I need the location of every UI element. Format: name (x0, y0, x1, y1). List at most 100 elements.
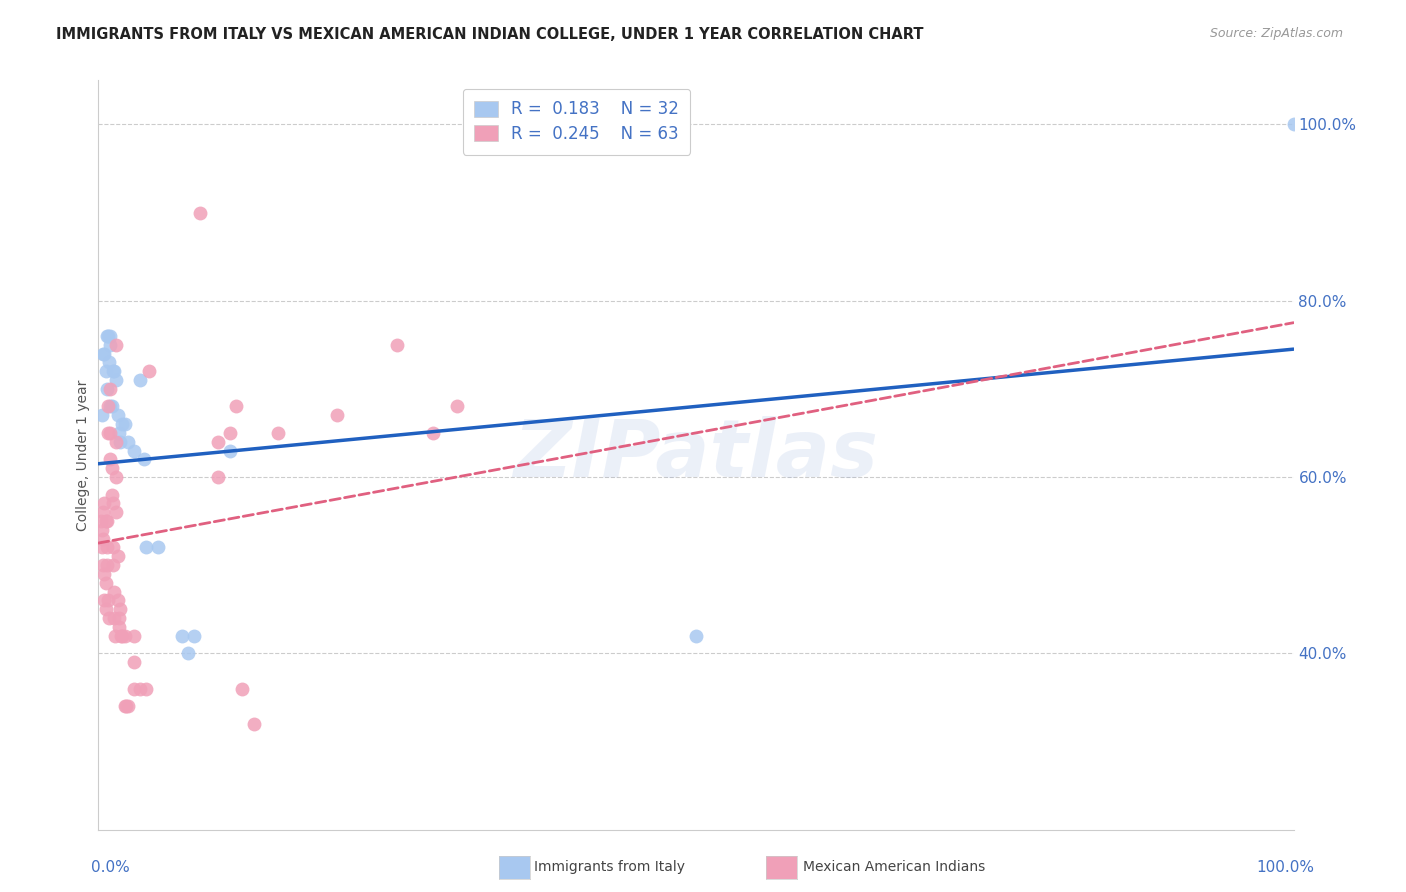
Point (105, 337, 128, 351)
Point (104, 629, 127, 643)
Point (103, 364, 125, 378)
Point (225, 400, 247, 414)
Point (101, 364, 124, 378)
Text: 0.0%: 0.0% (91, 860, 131, 874)
Point (111, 417, 134, 431)
Text: Immigrants from Italy: Immigrants from Italy (534, 860, 685, 874)
Point (101, 558, 124, 573)
Point (207, 470, 229, 484)
Point (129, 681, 152, 696)
Point (124, 681, 146, 696)
Point (98, 611, 121, 625)
Point (105, 434, 128, 449)
Point (111, 629, 134, 643)
Point (107, 409, 129, 423)
Point (172, 629, 194, 643)
Point (107, 620, 129, 634)
Point (114, 699, 136, 714)
Point (90, 514, 112, 528)
Point (326, 409, 349, 423)
Point (98, 355, 121, 369)
Point (148, 541, 170, 555)
Point (105, 505, 128, 519)
Point (231, 681, 253, 696)
Point (135, 681, 157, 696)
Point (100, 461, 122, 475)
Point (124, 629, 146, 643)
Point (91, 505, 114, 519)
Point (91, 346, 114, 360)
Point (267, 425, 290, 440)
Point (117, 699, 139, 714)
Point (107, 549, 129, 564)
Point (108, 434, 131, 449)
Point (93, 496, 115, 510)
Point (98, 329, 122, 343)
Point (124, 443, 146, 458)
Point (94, 364, 117, 378)
Point (188, 205, 211, 219)
Point (91, 532, 114, 546)
Point (91, 409, 114, 423)
Point (98, 425, 122, 440)
Point (183, 629, 205, 643)
Point (219, 425, 242, 440)
Point (97, 593, 120, 607)
Point (100, 487, 122, 501)
Point (107, 425, 129, 440)
Point (97, 425, 120, 440)
Point (446, 400, 468, 414)
Text: 100.0%: 100.0% (1257, 860, 1315, 874)
Point (105, 470, 128, 484)
Point (98, 382, 122, 396)
Point (98, 452, 122, 467)
Point (101, 496, 124, 510)
Point (96, 329, 118, 343)
Point (97, 400, 120, 414)
Point (98, 337, 122, 351)
Point (207, 434, 229, 449)
Point (107, 593, 129, 607)
Point (96, 382, 118, 396)
Point (422, 425, 444, 440)
Point (108, 602, 131, 616)
Point (97, 329, 120, 343)
Point (98, 400, 122, 414)
Point (138, 364, 160, 378)
Point (243, 716, 266, 731)
Point (96, 541, 118, 555)
Point (91, 541, 114, 555)
Text: Mexican American Indians: Mexican American Indians (803, 860, 986, 874)
Point (93, 346, 115, 360)
Point (114, 417, 136, 431)
Point (91, 558, 114, 573)
Point (385, 337, 409, 351)
Point (132, 452, 155, 467)
Point (91, 523, 114, 537)
Point (103, 611, 125, 625)
Point (103, 584, 125, 599)
Point (107, 611, 129, 625)
Point (124, 655, 146, 669)
Legend: R =  0.183    N = 32, R =  0.245    N = 63: R = 0.183 N = 32, R = 0.245 N = 63 (463, 88, 690, 154)
Point (93, 593, 115, 607)
Point (115, 699, 138, 714)
Point (219, 443, 242, 458)
Point (114, 629, 136, 643)
Point (129, 373, 152, 387)
Text: Source: ZipAtlas.com: Source: ZipAtlas.com (1209, 27, 1343, 40)
Text: IMMIGRANTS FROM ITALY VS MEXICAN AMERICAN INDIAN COLLEGE, UNDER 1 YEAR CORRELATI: IMMIGRANTS FROM ITALY VS MEXICAN AMERICA… (56, 27, 924, 42)
Point (105, 373, 128, 387)
Point (96, 514, 118, 528)
Point (94, 514, 117, 528)
Point (100, 400, 122, 414)
Y-axis label: College, Under 1 year: College, Under 1 year (76, 379, 90, 531)
Point (117, 434, 139, 449)
Point (135, 541, 157, 555)
Point (685, 629, 707, 643)
Point (110, 629, 132, 643)
Point (96, 558, 118, 573)
Point (94, 602, 117, 616)
Point (94, 575, 117, 590)
Text: ZIPatlas: ZIPatlas (513, 416, 879, 494)
